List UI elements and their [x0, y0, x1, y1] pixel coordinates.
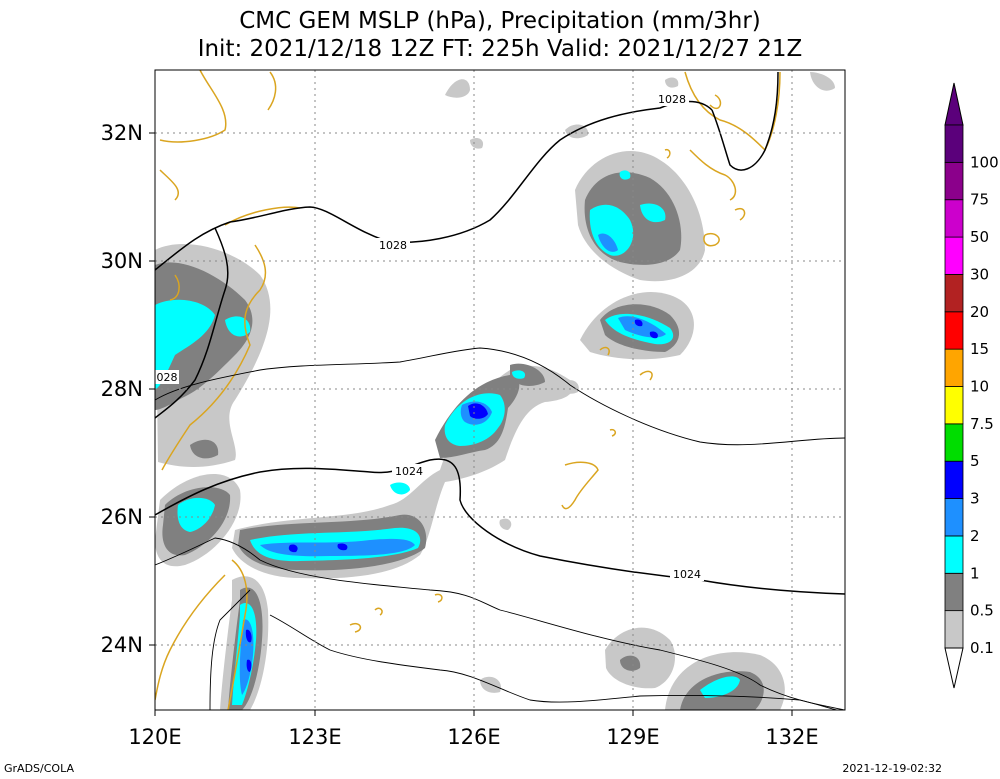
lon-label-132e: 132E: [765, 725, 818, 749]
colorbar-box-30: [944, 236, 964, 275]
colorbar-bottom-arrow: [944, 647, 964, 689]
colorbar: 0.1 0.5 1 2 3 5 7.5 10 15 20 30 50 75 100: [944, 82, 999, 689]
lat-label-26n: 26N: [101, 505, 143, 529]
map-title-line-2: Init: 2021/12/18 12Z FT: 225h Valid: 202…: [197, 36, 803, 62]
lat-axis-labels: 24N 26N 28N 30N 32N: [101, 121, 143, 657]
coastline-layer: [155, 70, 781, 710]
isobar-label-1028-a: 1028: [379, 239, 407, 252]
colorbar-box-100: [944, 124, 964, 163]
colorbar-label-3: 3: [970, 490, 980, 508]
colorbar-box-2: [944, 498, 964, 537]
lon-label-120e: 120E: [128, 725, 181, 749]
precip-3-layer: [245, 319, 658, 672]
map-title-line-1: CMC GEM MSLP (hPa), Precipitation (mm/3h…: [239, 8, 761, 34]
isobar-label-1024-a: 1024: [395, 465, 423, 478]
lon-label-126e: 126E: [447, 725, 500, 749]
isobar-labels: 1028 1028 028 1024 1024: [155, 92, 704, 581]
colorbar-label-5: 5: [970, 452, 980, 470]
colorbar-label-7.5: 7.5: [970, 415, 994, 433]
colorbar-label-100: 100: [970, 153, 999, 171]
axis-ticks: [149, 132, 793, 716]
colorbar-label-15: 15: [970, 340, 989, 358]
colorbar-label-1: 1: [970, 564, 980, 582]
colorbar-box-3: [944, 460, 964, 499]
colorbar-box-1: [944, 535, 964, 574]
colorbar-label-50: 50: [970, 228, 989, 246]
colorbar-label-0.1: 0.1: [970, 639, 994, 657]
colorbar-box-75: [944, 161, 964, 201]
lat-label-28n: 28N: [101, 377, 143, 401]
colorbar-box-0.5: [944, 572, 964, 612]
colorbar-label-30: 30: [970, 265, 989, 283]
lon-label-123e: 123E: [288, 725, 341, 749]
colorbar-label-0.5: 0.5: [970, 602, 994, 620]
colorbar-box-15: [944, 311, 964, 350]
colorbar-label-20: 20: [970, 303, 989, 321]
colorbar-label-2: 2: [970, 527, 980, 545]
colorbar-label-75: 75: [970, 191, 989, 209]
colorbar-box-20: [944, 274, 964, 313]
footer-software-label: GrADS/COLA: [4, 762, 74, 775]
lon-axis-labels: 120E 123E 126E 129E 132E: [128, 725, 818, 749]
gridlines: [155, 70, 845, 710]
isobar-label-1028-b: 1028: [658, 93, 686, 106]
colorbar-box-50: [944, 199, 964, 238]
footer-timestamp: 2021-12-19-02:32: [842, 762, 942, 775]
lat-label-32n: 32N: [101, 121, 143, 145]
colorbar-top-arrow: [944, 82, 964, 126]
colorbar-label-10: 10: [970, 378, 989, 396]
colorbar-box-0.1: [944, 610, 964, 649]
colorbar-box-7.5: [944, 386, 964, 425]
lat-label-30n: 30N: [101, 249, 143, 273]
isobar-label-1024-b: 1024: [673, 568, 701, 581]
lon-label-129e: 129E: [606, 725, 659, 749]
colorbar-box-10: [944, 348, 964, 387]
lat-label-24n: 24N: [101, 633, 143, 657]
isobar-label-1028-c: 028: [157, 371, 178, 384]
map-frame: [154, 69, 846, 711]
colorbar-box-5: [944, 423, 964, 462]
